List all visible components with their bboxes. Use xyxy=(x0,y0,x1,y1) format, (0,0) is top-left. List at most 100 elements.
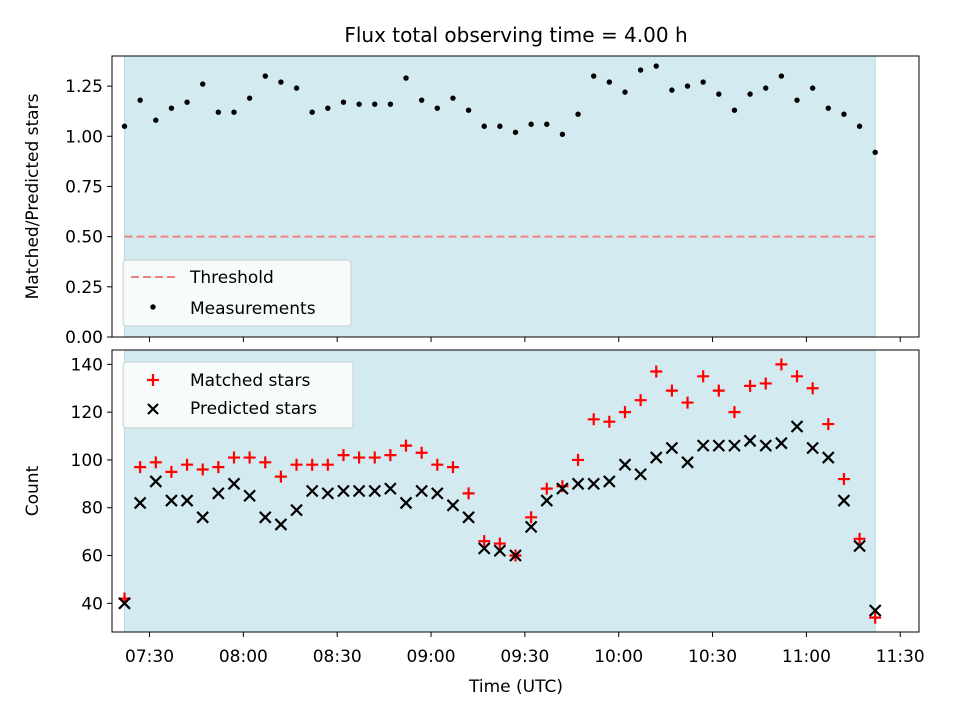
predicted-star-point xyxy=(384,482,397,495)
measurement-point xyxy=(637,67,644,73)
bottom-x-ticks: 07:30 08:00 08:30 09:00 09:30 10:00 10:30 11:00… xyxy=(125,632,925,667)
bot-y-tick-label: 60 xyxy=(81,547,103,567)
matched-star-point xyxy=(525,511,538,524)
matched-star-point xyxy=(149,456,162,469)
measurement-point xyxy=(544,121,550,127)
top-legend-box xyxy=(122,259,352,327)
matched-star-point xyxy=(321,458,334,471)
measurement-point xyxy=(669,87,675,93)
measurement-point xyxy=(747,91,753,97)
top-y-tick-label: 0.50 xyxy=(65,228,103,248)
matched-star-point xyxy=(853,532,866,545)
matched-star-point xyxy=(400,439,413,452)
measurement-point xyxy=(700,79,706,85)
top-y-axis-label: Matched/Predicted stars xyxy=(23,93,43,299)
measurement-point xyxy=(716,91,722,97)
measurement-point xyxy=(309,109,315,115)
predicted-star-point xyxy=(243,489,256,503)
chart-title: Flux total observing time = 4.00 h xyxy=(344,23,687,47)
matched-star-point xyxy=(618,406,631,419)
matched-star-point xyxy=(712,384,725,397)
matched-star-point xyxy=(243,451,256,464)
predicted-star-point xyxy=(305,484,319,498)
measurement-point xyxy=(794,97,800,103)
predicted-star-point xyxy=(477,542,491,555)
legend-measurements-label: Measurements xyxy=(190,299,316,319)
x-tick-label: 10:00 xyxy=(594,647,643,667)
legend-threshold-label: Threshold xyxy=(189,268,274,288)
x-tick-label: 08:30 xyxy=(313,647,362,667)
predicted-star-point xyxy=(431,487,444,500)
measurement-point xyxy=(872,149,878,156)
matched-star-point xyxy=(822,418,835,431)
predicted-star-point xyxy=(712,439,726,452)
predicted-star-point xyxy=(149,475,163,488)
x-tick-label: 07:30 xyxy=(125,647,174,667)
measurement-point xyxy=(340,99,347,105)
measurement-point xyxy=(450,95,456,101)
measurement-point xyxy=(293,85,300,91)
bottom-legend-box xyxy=(122,361,354,429)
measurement-point xyxy=(559,131,566,137)
matched-star-point xyxy=(587,413,600,426)
predicted-star-point xyxy=(415,484,428,498)
measurement-point xyxy=(325,105,331,111)
measurement-point xyxy=(809,85,816,91)
measurement-point xyxy=(465,107,472,113)
matched-star-point xyxy=(274,470,287,483)
predicted-star-point xyxy=(571,477,585,491)
measurement-point xyxy=(231,109,237,115)
bot-y-tick-label: 100 xyxy=(71,451,103,471)
legend-predicted-swatch xyxy=(147,403,159,415)
predicted-star-point xyxy=(634,467,647,481)
predicted-star-point xyxy=(290,503,303,517)
predicted-star-point xyxy=(180,494,194,507)
matched-star-point xyxy=(572,453,585,466)
predicted-star-point xyxy=(212,487,225,500)
measurement-point xyxy=(590,73,597,79)
bottom-legend: Matched stars Predicted stars xyxy=(122,361,354,429)
matched-star-point xyxy=(540,482,553,495)
predicted-star-point xyxy=(258,511,272,524)
matched-star-point xyxy=(227,451,240,464)
measurement-point xyxy=(262,73,268,79)
predicted-star-point xyxy=(649,451,663,464)
matched-star-point xyxy=(431,458,444,471)
predicted-star-point xyxy=(681,456,694,469)
bot-y-tick-label: 80 xyxy=(81,499,103,519)
predicted-star-point xyxy=(696,439,710,452)
top-legend: Threshold Measurements xyxy=(122,259,352,327)
predicted-star-point xyxy=(728,439,741,452)
predicted-star-point xyxy=(790,420,804,433)
predicted-star-point xyxy=(822,451,835,464)
x-tick-label: 09:30 xyxy=(500,647,549,667)
count-points xyxy=(118,358,882,624)
measurement-point xyxy=(356,101,362,107)
predicted-star-point xyxy=(446,499,460,512)
measurement-point xyxy=(200,81,206,87)
predicted-star-point xyxy=(618,458,632,471)
predicted-star-point xyxy=(868,604,882,617)
measurement-point xyxy=(778,73,785,79)
measurement-point xyxy=(153,117,159,123)
legend-predicted-label: Predicted stars xyxy=(190,399,317,419)
top-y-tick-label: 0.75 xyxy=(65,177,103,197)
matched-star-point xyxy=(384,449,397,462)
measurement-point xyxy=(497,123,503,129)
top-x-ticks xyxy=(149,337,901,342)
matched-star-point xyxy=(353,451,366,464)
bot-y-tick-label: 120 xyxy=(71,403,103,423)
x-tick-label: 09:00 xyxy=(407,647,456,667)
predicted-star-point xyxy=(274,518,288,531)
predicted-star-point xyxy=(556,482,569,495)
predicted-star-point xyxy=(165,494,178,507)
matched-star-point xyxy=(134,461,147,474)
matched-star-point xyxy=(290,458,303,471)
matched-star-point xyxy=(259,456,272,469)
measurement-point xyxy=(121,123,128,129)
matched-star-point xyxy=(165,465,178,478)
matched-star-point xyxy=(212,461,225,474)
measurement-point xyxy=(512,129,519,135)
predicted-star-point xyxy=(337,484,350,498)
